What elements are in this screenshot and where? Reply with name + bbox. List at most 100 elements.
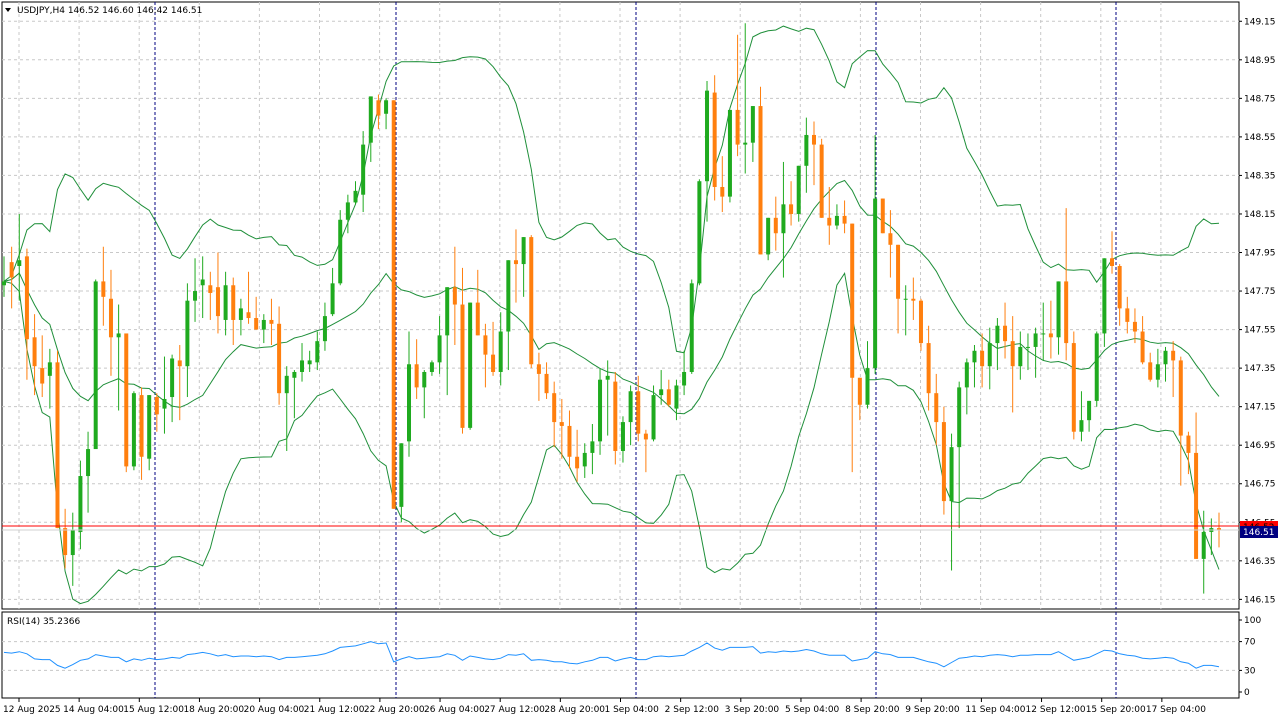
candle[interactable]: [1094, 331, 1099, 407]
candle[interactable]: [1201, 510, 1206, 594]
candle[interactable]: [1140, 316, 1145, 365]
candle[interactable]: [827, 186, 832, 245]
candle[interactable]: [422, 370, 427, 419]
candle[interactable]: [1033, 327, 1038, 378]
candle[interactable]: [63, 508, 68, 569]
candle[interactable]: [896, 244, 901, 334]
candle[interactable]: [1171, 341, 1176, 398]
candle[interactable]: [460, 267, 465, 434]
candle[interactable]: [1071, 331, 1076, 440]
candle[interactable]: [261, 314, 266, 344]
candle[interactable]: [1163, 346, 1168, 382]
candle[interactable]: [766, 217, 771, 261]
candle[interactable]: [651, 385, 656, 442]
candle[interactable]: [292, 370, 297, 419]
candle[interactable]: [735, 34, 740, 157]
candle[interactable]: [437, 316, 442, 374]
candle[interactable]: [338, 210, 343, 286]
candle[interactable]: [345, 194, 350, 234]
candle[interactable]: [254, 296, 259, 330]
candle[interactable]: [185, 283, 190, 398]
candle[interactable]: [529, 235, 534, 369]
candle[interactable]: [682, 350, 687, 396]
candle[interactable]: [1155, 348, 1160, 388]
candle[interactable]: [720, 156, 725, 213]
candle[interactable]: [17, 213, 22, 301]
candle[interactable]: [873, 134, 878, 374]
candle[interactable]: [208, 271, 213, 320]
candle[interactable]: [980, 333, 985, 388]
candle[interactable]: [850, 223, 855, 473]
candle[interactable]: [941, 406, 946, 515]
candle[interactable]: [498, 312, 503, 386]
candle[interactable]: [819, 138, 824, 218]
candle[interactable]: [1194, 412, 1199, 559]
candle[interactable]: [1056, 281, 1061, 355]
candle[interactable]: [269, 298, 274, 346]
candle[interactable]: [376, 94, 381, 130]
price-axis[interactable]: 149.15 148.95 148.75 148.55 148.35 148.15 147.…: [1239, 17, 1276, 605]
candle[interactable]: [86, 431, 91, 513]
candle[interactable]: [1148, 352, 1153, 382]
candle[interactable]: [727, 109, 732, 203]
candle[interactable]: [1048, 300, 1053, 359]
candle[interactable]: [613, 371, 618, 465]
candle[interactable]: [78, 460, 83, 550]
candle[interactable]: [903, 285, 908, 336]
candle[interactable]: [300, 343, 305, 382]
candle[interactable]: [559, 398, 564, 459]
candle[interactable]: [987, 327, 992, 390]
candle[interactable]: [315, 331, 320, 371]
candle[interactable]: [1125, 296, 1130, 334]
candle[interactable]: [1010, 316, 1015, 413]
candle[interactable]: [842, 200, 847, 234]
candle[interactable]: [93, 279, 98, 450]
candle[interactable]: [322, 302, 327, 351]
candle[interactable]: [643, 429, 648, 473]
candle[interactable]: [865, 341, 870, 409]
candle[interactable]: [40, 335, 45, 398]
candle[interactable]: [918, 298, 923, 351]
candle[interactable]: [1079, 391, 1084, 442]
candle[interactable]: [949, 433, 954, 571]
candle[interactable]: [1064, 208, 1069, 361]
candle[interactable]: [223, 271, 228, 336]
time-axis[interactable]: 12 Aug 2025 14 Aug 04:00 15 Aug 12:00 18 Au…: [3, 698, 1206, 715]
candle[interactable]: [513, 229, 518, 303]
candle[interactable]: [330, 267, 335, 317]
candle[interactable]: [491, 321, 496, 376]
candle[interactable]: [407, 331, 411, 457]
candle[interactable]: [154, 393, 159, 432]
candle[interactable]: [598, 368, 603, 455]
candle[interactable]: [1087, 400, 1092, 432]
candle[interactable]: [964, 358, 969, 415]
candle[interactable]: [147, 395, 152, 471]
candle[interactable]: [361, 131, 366, 213]
candle[interactable]: [743, 23, 748, 174]
candle[interactable]: [475, 269, 480, 336]
candle[interactable]: [483, 323, 488, 388]
candle[interactable]: [995, 318, 1000, 371]
candle[interactable]: [246, 271, 251, 324]
candle[interactable]: [689, 279, 694, 374]
candle[interactable]: [575, 429, 580, 482]
candle[interactable]: [24, 248, 29, 380]
candle[interactable]: [590, 424, 595, 475]
candle[interactable]: [1117, 264, 1122, 326]
candle[interactable]: [139, 387, 144, 480]
candle[interactable]: [391, 100, 396, 509]
candle[interactable]: [674, 379, 679, 421]
candle[interactable]: [750, 106, 755, 162]
candle[interactable]: [1110, 231, 1115, 274]
candle[interactable]: [705, 81, 710, 222]
candle[interactable]: [116, 304, 121, 411]
candle[interactable]: [32, 314, 37, 396]
candle[interactable]: [1025, 333, 1030, 371]
candle[interactable]: [1041, 302, 1046, 361]
candle[interactable]: [368, 96, 373, 162]
candle[interactable]: [1102, 258, 1107, 347]
candle[interactable]: [9, 246, 14, 309]
candle[interactable]: [636, 375, 641, 442]
candle[interactable]: [414, 339, 419, 399]
